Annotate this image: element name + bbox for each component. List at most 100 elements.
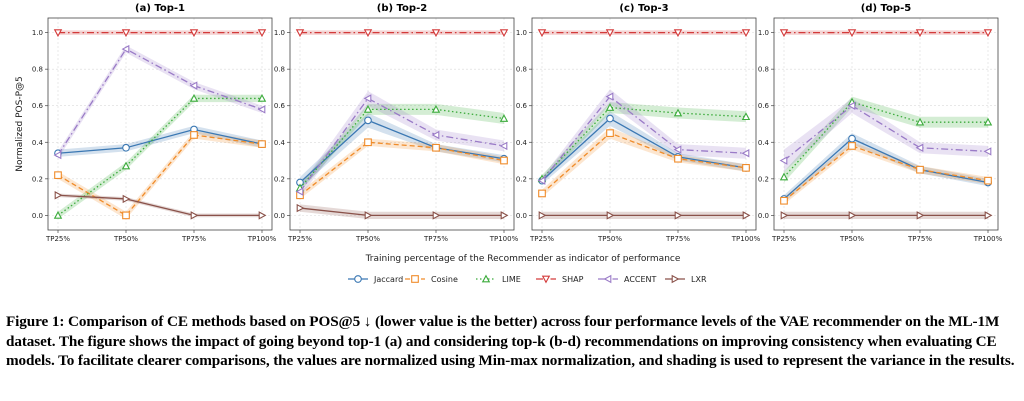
y-tick-label: 0.4: [516, 139, 528, 147]
y-tick-label: 0.2: [32, 175, 43, 183]
y-tick-label: 1.0: [758, 29, 769, 37]
data-point-lime: [779, 172, 789, 181]
y-tick-label: 0.8: [758, 66, 769, 74]
y-tick-label: 0.0: [758, 212, 769, 220]
data-point-shap: [257, 29, 267, 38]
series-line-jaccard: [299, 119, 505, 183]
series-line-lxr: [299, 207, 504, 217]
x-tick-label: TP75%: [907, 235, 932, 243]
series-accent: [537, 92, 750, 185]
x-tick-label: TP25%: [45, 235, 70, 243]
panel-title: (c) Top-3: [619, 3, 668, 14]
data-point-accent: [257, 105, 266, 114]
data-point-lxr: [500, 211, 509, 220]
x-tick-label: TP75%: [665, 235, 690, 243]
variance-band-lime: [542, 102, 746, 183]
data-point-shap: [673, 29, 683, 38]
data-point-jaccard: [364, 116, 372, 125]
series-line-accent: [541, 95, 747, 182]
series-accent: [779, 101, 992, 165]
data-point-lxr: [848, 211, 857, 220]
variance-band-jaccard: [784, 133, 988, 203]
series-lxr: [538, 211, 751, 220]
data-point-lxr: [538, 211, 547, 220]
y-tick-label: 0.4: [758, 139, 770, 147]
variance-band-cosine: [300, 138, 504, 199]
y-tick-label: 1.0: [274, 29, 285, 37]
data-point-shap: [121, 29, 131, 38]
data-point-lxr: [606, 211, 615, 220]
data-point-shap: [537, 29, 547, 38]
y-tick-label: 0.0: [274, 212, 285, 220]
series-line-lxr: [57, 194, 262, 217]
variance-band-lime: [300, 103, 504, 192]
panel-title: (a) Top-1: [135, 3, 185, 14]
y-tick-label: 1.0: [516, 29, 527, 37]
data-point-lxr: [296, 203, 305, 213]
data-point-accent: [605, 92, 614, 101]
data-point-accent: [741, 149, 750, 158]
y-tick-label: 0.2: [516, 175, 527, 183]
series-line-lime: [783, 101, 988, 178]
variance-band-lxr: [58, 193, 262, 218]
x-tick-label: TP75%: [423, 235, 448, 243]
y-tick-label: 0.8: [274, 66, 285, 74]
series-lxr: [296, 203, 509, 220]
series-line-accent: [57, 48, 263, 156]
data-point-accent: [121, 44, 130, 54]
data-point-cosine: [780, 196, 788, 205]
data-point-shap: [779, 29, 789, 38]
y-tick-label: 1.0: [32, 29, 43, 37]
legend-marker-lime: [481, 274, 491, 283]
data-point-lxr: [190, 211, 199, 220]
data-point-shap: [605, 29, 615, 38]
data-point-lxr: [916, 211, 925, 220]
data-point-lxr: [780, 211, 789, 220]
data-point-lime: [673, 108, 683, 117]
y-tick-label: 0.0: [516, 212, 527, 220]
data-point-shap: [847, 29, 857, 38]
data-point-cosine: [122, 211, 130, 220]
y-tick-label: 0.6: [758, 102, 770, 110]
series-line-jaccard: [783, 137, 989, 200]
panel-frame: [773, 17, 999, 231]
data-point-accent: [537, 176, 546, 185]
figure: (a) Top-1 0.0 0.2 0.4 0.6 0.8 1.0 TP25% TP50% TP7…: [15, 3, 1003, 284]
data-point-lime: [189, 93, 199, 102]
y-axis-label: Normalized POS-P@5: [15, 76, 25, 172]
data-point-cosine: [606, 129, 614, 137]
data-point-lime: [121, 161, 131, 170]
data-point-cosine: [54, 171, 62, 180]
data-point-cosine: [500, 156, 508, 165]
series-line-cosine: [57, 134, 263, 217]
data-point-cosine: [916, 165, 924, 174]
data-point-cosine: [190, 131, 198, 139]
data-point-lxr: [742, 211, 751, 220]
legend: Jaccard Cosine LIME SHAP ACCENT LXR: [348, 274, 707, 284]
data-point-accent: [983, 147, 992, 156]
y-tick-label: 0.6: [274, 102, 286, 110]
x-tick-label: TP25%: [771, 235, 796, 243]
data-point-shap: [983, 29, 993, 38]
x-tick-label: TP50%: [113, 235, 138, 243]
data-point-cosine: [742, 164, 750, 172]
data-point-accent: [295, 187, 304, 196]
legend-label-accent: ACCENT: [624, 275, 657, 284]
legend-marker-shap: [541, 275, 551, 284]
panel-title: (d) Top-5: [861, 3, 911, 14]
data-point-accent: [673, 145, 682, 154]
data-point-lime: [915, 117, 925, 126]
series-line-accent: [783, 104, 989, 162]
data-point-accent: [499, 141, 508, 151]
y-tick-label: 0.4: [32, 139, 44, 147]
data-point-lxr: [984, 211, 993, 220]
data-point-cosine: [538, 189, 546, 198]
data-point-lxr: [258, 211, 267, 220]
data-point-accent: [915, 143, 924, 152]
x-tick-label: TP25%: [287, 235, 312, 243]
data-point-lime: [257, 93, 267, 102]
x-tick-label: TP100%: [973, 235, 1003, 243]
variance-band-jaccard: [300, 113, 504, 188]
panel-title: (b) Top-2: [377, 3, 427, 14]
panel-a-top-1: (a) Top-1 0.0 0.2 0.4 0.6 0.8 1.0 TP25% TP50% TP7…: [32, 3, 277, 243]
